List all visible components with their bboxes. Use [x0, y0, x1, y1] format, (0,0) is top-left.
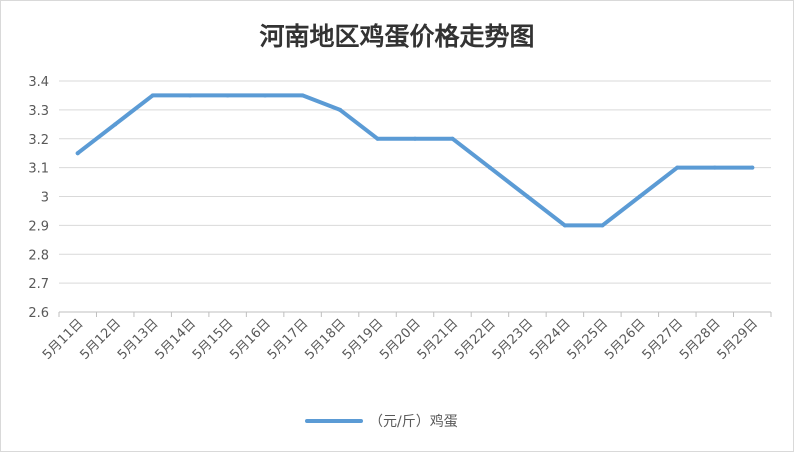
x-tick-label: 5月13日: [115, 316, 162, 363]
x-tick-label: 5月28日: [677, 316, 724, 363]
y-tick-label: 2.8: [28, 248, 49, 263]
x-tick-label: 5月18日: [302, 316, 349, 363]
x-tick-label: 5月15日: [190, 316, 237, 363]
x-tick-label: 5月25日: [565, 316, 612, 363]
data-point: [375, 136, 380, 141]
data-point: [450, 136, 455, 141]
data-point: [750, 165, 755, 170]
y-tick-label: 3.4: [28, 75, 49, 90]
y-tick-label: 3.2: [28, 133, 49, 148]
y-tick-label: 2.9: [28, 219, 49, 234]
x-tick-label: 5月17日: [265, 316, 312, 363]
data-point: [562, 223, 567, 228]
x-tick-label: 5月21日: [415, 316, 462, 363]
chart-title: 河南地区鸡蛋价格走势图: [259, 22, 534, 51]
x-tick-label: 5月26日: [602, 316, 649, 363]
x-tick-label: 5月29日: [715, 316, 762, 363]
data-point: [300, 93, 305, 98]
data-point: [637, 194, 642, 199]
x-tick-label: 5月11日: [40, 316, 87, 363]
data-point: [113, 122, 118, 127]
y-tick-label: 3.1: [28, 162, 49, 177]
series-layer: [75, 93, 755, 228]
y-tick-label: 3.3: [28, 104, 49, 119]
x-tick-label: 5月24日: [527, 316, 574, 363]
y-tick-label: 2.6: [28, 306, 49, 321]
x-tick-label: 5月22日: [452, 316, 499, 363]
y-tick-label: 3: [41, 191, 49, 206]
y-axis-ticks: 2.6 2.7 2.8 2.9 3 3.1 3.2 3.3 3.4: [28, 75, 49, 321]
data-point: [675, 165, 680, 170]
data-point: [225, 93, 230, 98]
data-point: [150, 93, 155, 98]
data-point: [487, 165, 492, 170]
data-point: [75, 151, 80, 156]
grid-layer: [59, 80, 771, 313]
x-tick-label: 5月19日: [340, 316, 387, 363]
x-tick-label: 5月23日: [490, 316, 537, 363]
y-tick-label: 2.7: [28, 277, 49, 292]
data-point: [712, 165, 717, 170]
data-point: [525, 194, 530, 199]
series-line-egg-price: [75, 93, 755, 228]
data-point: [188, 93, 193, 98]
x-tick-label: 5月16日: [227, 316, 274, 363]
legend: （元/斤）鸡蛋: [305, 413, 458, 430]
legend-label: （元/斤）鸡蛋: [369, 413, 458, 430]
x-axis-ticks: 5月11日5月12日5月13日5月14日5月15日5月16日5月17日5月18日…: [40, 312, 772, 363]
data-point: [263, 93, 268, 98]
x-tick-label: 5月27日: [640, 316, 687, 363]
x-tick-label: 5月12日: [77, 316, 124, 363]
x-tick-label: 5月20日: [377, 316, 424, 363]
x-tick-label: 5月14日: [152, 316, 199, 363]
data-point: [338, 107, 343, 112]
data-point: [600, 223, 605, 228]
data-point: [413, 136, 417, 141]
